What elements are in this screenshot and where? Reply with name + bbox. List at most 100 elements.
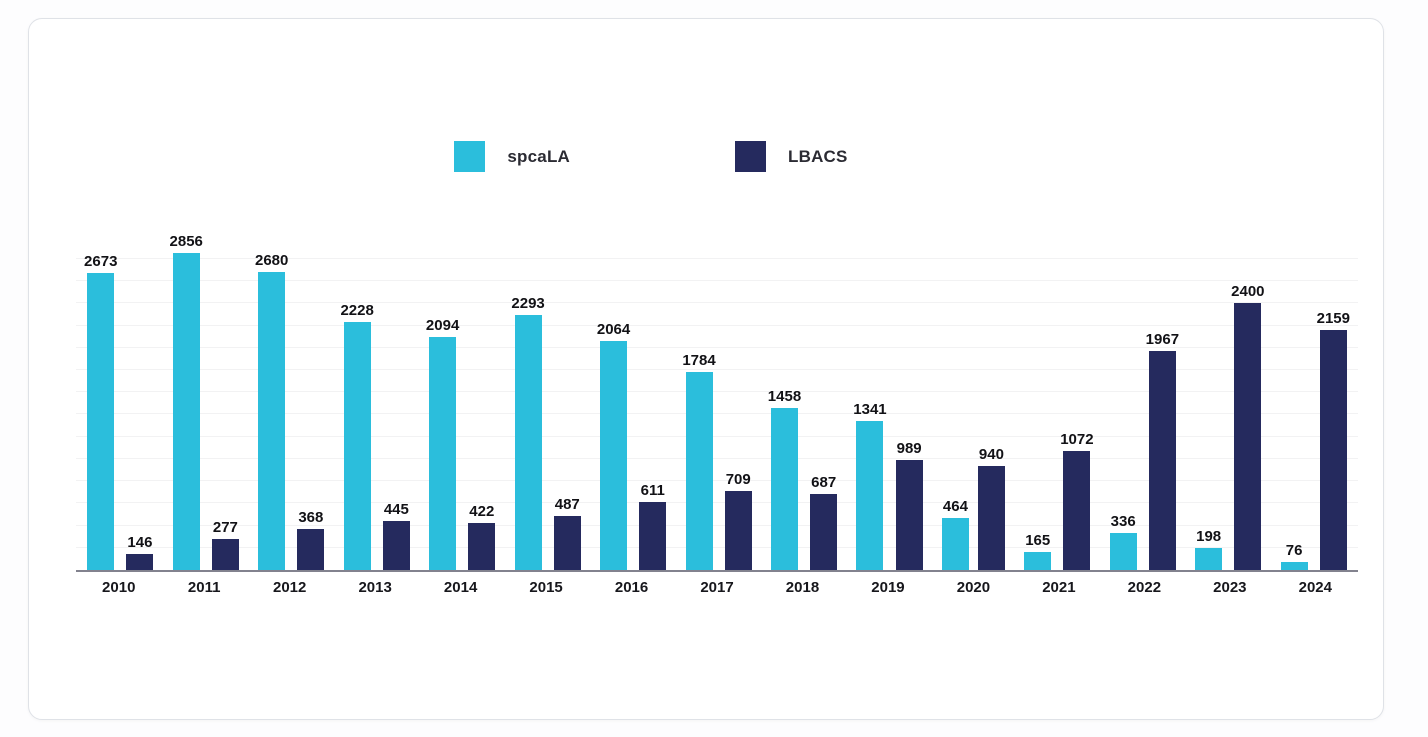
bar-group-2016: 2064 611 [589,232,674,570]
bar-value-label: 487 [554,496,580,513]
bar-wrap: 422 [468,503,496,570]
bar-wrap: 76 [1280,542,1308,570]
bar-spcala-2011 [172,253,200,570]
bar-wrap: 2293 [511,295,545,570]
bar-value-label: 940 [978,446,1004,463]
bar-groups: 2673 146 2856 277 2680 368 2228 445 2094 422 2293 4… [76,232,1358,570]
bar-lbacs-2010 [126,554,154,570]
bar-group-2022: 336 1967 [1102,232,1187,570]
bar-value-label: 165 [1025,532,1051,549]
bar-wrap: 709 [724,471,752,570]
bar-wrap: 368 [297,509,325,570]
bar-group-2021: 165 1072 [1016,232,1101,570]
x-tick-label-2018: 2018 [785,579,820,596]
bar-wrap: 1072 [1060,431,1094,570]
x-tick-label-2024: 2024 [1298,579,1332,596]
bar-lbacs-2020 [977,466,1005,570]
x-tick-label-2021: 2021 [1042,579,1076,596]
bar-value-label: 687 [811,474,837,491]
bar-wrap: 277 [211,519,239,570]
bar-group-2019: 1341 989 [845,232,930,570]
bar-value-label: 2094 [425,317,460,334]
bar-lbacs-2012 [297,529,325,570]
bar-value-label: 198 [1196,528,1222,545]
bar-wrap: 464 [941,498,969,570]
bar-group-2014: 2094 422 [418,232,503,570]
legend-label: LBACS [788,146,848,166]
bar-lbacs-2022 [1148,351,1176,570]
bar-spcala-2013 [343,322,371,570]
bar-value-label: 2064 [596,321,631,338]
bar-lbacs-2017 [724,491,752,570]
bar-lbacs-2024 [1319,330,1347,570]
bar-wrap: 1341 [853,401,887,570]
x-tick-label-2022: 2022 [1127,579,1162,596]
bar-spcala-2017 [685,372,713,570]
bar-group-2023: 198 2400 [1187,232,1272,570]
bar-lbacs-2023 [1234,303,1262,570]
bar-wrap: 2064 [597,321,630,570]
bar-spcala-2010 [87,273,115,570]
bar-lbacs-2013 [382,521,410,570]
bar-value-label: 1341 [853,401,887,418]
x-tick-label-2023: 2023 [1213,579,1247,596]
bar-group-2017: 1784 709 [674,232,759,570]
bar-value-label: 709 [725,471,751,488]
bar-value-label: 2673 [84,253,118,270]
chart-plot-area: 2673 146 2856 277 2680 368 2228 445 2094 422 2293 4… [76,232,1358,572]
bar-wrap: 940 [977,446,1005,570]
bar-value-label: 368 [298,509,324,526]
chart-legend: spcaLA LBACS [29,141,1273,172]
bar-value-label: 611 [640,482,665,499]
bar-spcala-2022 [1109,533,1137,570]
bar-value-label: 1784 [682,352,716,369]
x-tick-label-2017: 2017 [700,579,734,596]
legend-swatch-icon [454,141,486,172]
x-tick-label-2014: 2014 [443,579,478,596]
bar-lbacs-2019 [895,460,923,570]
bar-wrap: 2094 [426,317,459,570]
bar-wrap: 198 [1195,528,1223,570]
x-tick-label-2011: 2011 [187,579,221,596]
bar-wrap: 2856 [170,233,203,570]
bar-spcala-2014 [429,337,457,570]
x-tick-label-2013: 2013 [358,579,392,596]
x-tick-label-2015: 2015 [529,579,563,596]
bar-group-2011: 2856 277 [161,232,246,570]
legend-label: spcaLA [507,146,571,166]
bar-group-2013: 2228 445 [332,232,417,570]
bar-wrap: 687 [810,474,838,570]
bar-value-label: 422 [469,503,495,520]
bar-wrap: 2228 [340,302,374,570]
bar-wrap: 165 [1024,532,1052,570]
bar-lbacs-2011 [211,539,239,570]
bar-value-label: 146 [127,534,153,551]
bar-value-label: 1458 [767,388,802,405]
bar-value-label: 1967 [1145,331,1180,348]
bar-group-2020: 464 940 [931,232,1016,570]
bar-value-label: 2159 [1316,310,1350,327]
x-tick-label-2016: 2016 [614,579,649,596]
legend-entry-lbacs: LBACS [735,141,848,172]
x-tick-label-2010: 2010 [102,579,136,596]
bar-value-label: 2856 [169,233,203,250]
bar-value-label: 2680 [254,252,289,269]
bar-wrap: 487 [553,496,581,570]
bar-value-label: 445 [383,501,409,518]
bar-spcala-2016 [600,341,628,570]
bar-wrap: 2673 [84,253,117,570]
bar-spcala-2012 [258,272,286,570]
bar-wrap: 1967 [1146,331,1179,570]
bar-lbacs-2015 [553,516,581,570]
bar-wrap: 146 [126,534,154,570]
bar-spcala-2021 [1024,552,1052,570]
bar-wrap: 336 [1109,513,1137,570]
bar-value-label: 2228 [340,302,374,319]
bar-group-2015: 2293 487 [503,232,588,570]
bar-wrap: 2159 [1317,310,1350,570]
bar-spcala-2023 [1195,548,1223,570]
bar-spcala-2019 [856,421,884,570]
bar-spcala-2015 [514,315,542,570]
bar-wrap: 989 [895,440,923,570]
legend-swatch-icon [735,141,767,172]
